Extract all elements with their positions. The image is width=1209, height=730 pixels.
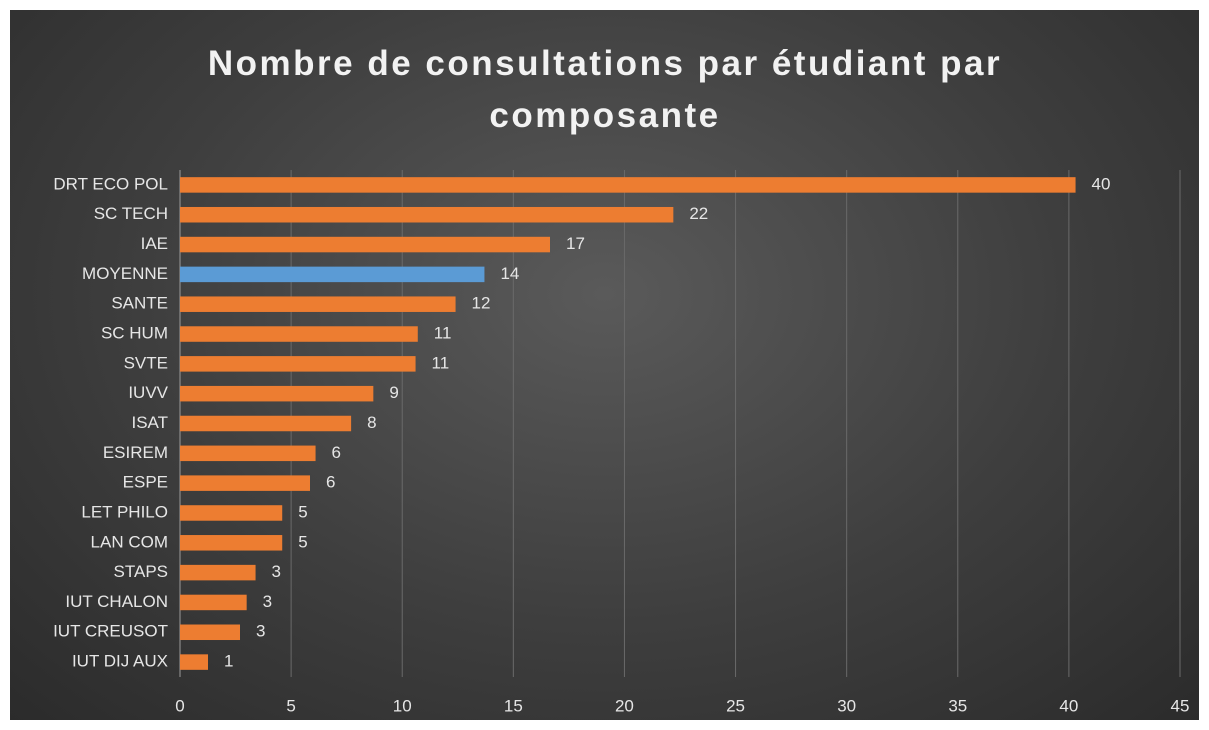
bar (180, 564, 256, 581)
bar (180, 236, 550, 253)
bar (180, 356, 416, 372)
x-tick-label: 30 (837, 696, 856, 715)
data-label: 5 (298, 502, 307, 521)
bar (180, 624, 240, 641)
y-tick-label: SC TECH (94, 204, 168, 223)
data-label: 17 (566, 234, 585, 253)
y-tick-label: LAN COM (91, 532, 168, 551)
x-tick-label: 20 (615, 696, 634, 715)
bar (180, 296, 456, 312)
data-label: 1 (224, 652, 233, 671)
y-tick-label: DRT ECO POL (53, 174, 168, 193)
data-label: 11 (434, 324, 452, 343)
y-tick-label: SANTE (111, 294, 168, 313)
x-tick-label: 10 (393, 696, 412, 715)
y-tick-label: MOYENNE (82, 264, 168, 283)
y-tick-label: IUVV (128, 383, 168, 402)
data-label: 12 (472, 294, 491, 313)
y-tick-label: IUT DIJ AUX (72, 652, 168, 671)
bar (180, 505, 283, 521)
data-label: 14 (500, 264, 519, 283)
data-label: 6 (326, 473, 335, 492)
y-tick-label: SC HUM (101, 324, 168, 343)
data-label: 3 (272, 562, 281, 581)
bar (180, 415, 352, 432)
bar (180, 266, 485, 283)
bar (180, 594, 247, 611)
data-label: 5 (298, 532, 307, 551)
y-tick-label: STAPS (114, 562, 168, 581)
y-tick-label: IUT CREUSOT (53, 622, 168, 641)
y-tick-label: ESPE (123, 473, 168, 492)
y-tick-label: LET PHILO (81, 502, 168, 521)
x-tick-label: 40 (1059, 696, 1078, 715)
y-tick-label: IAE (141, 234, 168, 253)
bar (180, 654, 208, 670)
bar (180, 385, 374, 402)
data-label: 3 (263, 592, 272, 611)
bar (180, 535, 283, 551)
x-tick-label: 45 (1171, 696, 1190, 715)
bar (180, 475, 310, 491)
y-tick-label: IUT CHALON (65, 592, 168, 611)
data-label: 11 (432, 353, 450, 372)
y-tick-label: ISAT (131, 413, 168, 432)
x-tick-label: 15 (504, 696, 523, 715)
bar (180, 206, 674, 223)
data-label: 6 (332, 443, 341, 462)
x-tick-label: 5 (286, 696, 295, 715)
bar (180, 445, 316, 462)
chart: Nombre de consultations par étudiant par… (10, 10, 1199, 720)
x-tick-label: 0 (175, 696, 184, 715)
bar (180, 326, 418, 342)
y-tick-label: ESIREM (103, 443, 168, 462)
data-label: 40 (1092, 174, 1111, 193)
bar (180, 177, 1076, 193)
data-label: 3 (256, 622, 265, 641)
data-label: 8 (367, 413, 376, 432)
y-tick-label: SVTE (124, 353, 168, 372)
x-tick-label: 35 (948, 696, 967, 715)
data-label: 9 (389, 383, 398, 402)
chart-title: Nombre de consultations par étudiant par… (207, 44, 1003, 135)
data-label: 22 (689, 204, 708, 223)
x-tick-label: 25 (726, 696, 745, 715)
